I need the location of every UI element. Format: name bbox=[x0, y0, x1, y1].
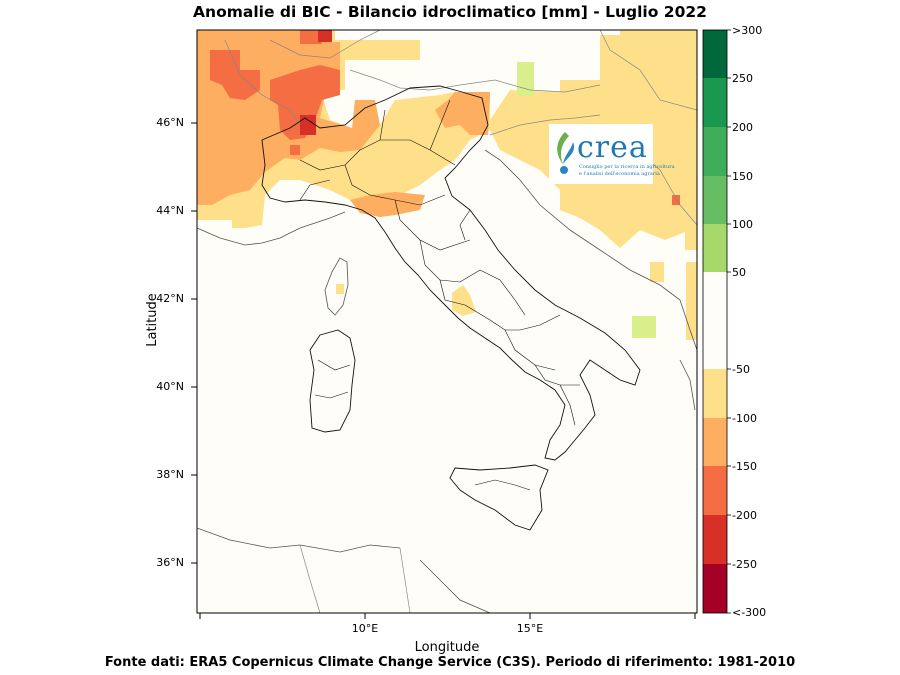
colorbar-label-neg50: -50 bbox=[732, 363, 750, 376]
colorbar-label-neg200: -200 bbox=[732, 509, 757, 522]
source-footer: Fonte dati: ERA5 Copernicus Climate Chan… bbox=[104, 655, 796, 670]
map-frame bbox=[196, 29, 698, 614]
colorbar-seg-10 bbox=[703, 466, 727, 515]
albania-coast bbox=[679, 359, 696, 411]
liguria-moderate-deficit bbox=[350, 192, 425, 217]
x-axis-label: Longitude bbox=[414, 640, 480, 655]
anomaly-severe-deficit bbox=[300, 30, 332, 135]
colorbar-seg-11 bbox=[703, 515, 727, 564]
xtick-label-15: 15°E bbox=[516, 622, 544, 635]
crea-logo-subtitle-2: e l'analisi dell'economia agraria bbox=[579, 171, 660, 177]
western-alps-strong-deficit bbox=[210, 50, 260, 100]
ytick-label-40: 40°N bbox=[156, 380, 184, 393]
y-ticks bbox=[191, 122, 197, 564]
y-axis-label: Latitude bbox=[145, 293, 160, 347]
colorbar-label-neg300: <-300 bbox=[732, 606, 767, 619]
ytick-label-36: 36°N bbox=[156, 556, 184, 569]
crea-logo-name: crea bbox=[577, 130, 648, 165]
border-east bbox=[599, 29, 698, 111]
colorbar-seg-9 bbox=[703, 418, 727, 466]
corsica bbox=[324, 257, 349, 316]
colorbar-label-neg250: -250 bbox=[732, 558, 757, 571]
northwest-strong-cell-a bbox=[300, 30, 322, 44]
colorbar-seg-8 bbox=[703, 369, 727, 418]
border-austria-slovenia bbox=[494, 79, 601, 93]
italy-mainland bbox=[261, 85, 641, 461]
colorbar-seg-12 bbox=[703, 564, 727, 613]
croatia-strong-cell bbox=[672, 195, 680, 205]
colorbar-label-250: 250 bbox=[732, 72, 753, 85]
ytick-label-42: 42°N bbox=[156, 292, 184, 305]
colorbar-label-200: 200 bbox=[732, 121, 753, 134]
colorbar-label-300: >300 bbox=[732, 24, 763, 37]
colorbar-seg-1 bbox=[703, 30, 727, 78]
northwest-strong-cell-b bbox=[240, 72, 254, 86]
border-africa bbox=[299, 544, 321, 614]
anomaly-strong-deficit bbox=[210, 30, 680, 205]
crea-logo: crea Consiglio per la ricerca in agricol… bbox=[549, 124, 675, 184]
border-france-switzerland bbox=[224, 39, 301, 126]
italy-outline bbox=[261, 85, 641, 531]
croatia-deficit-cell bbox=[650, 262, 664, 282]
croatia-coast bbox=[484, 149, 698, 351]
colorbar-seg-2 bbox=[703, 78, 727, 127]
colorbar-label-neg150: -150 bbox=[732, 460, 757, 473]
austria-surplus-cell bbox=[517, 62, 534, 96]
africa-coast-east bbox=[419, 559, 491, 614]
sicily bbox=[449, 464, 549, 531]
colorbar-label-50: 50 bbox=[732, 266, 746, 279]
border-switzerland-austria bbox=[349, 69, 496, 91]
border-africa-b bbox=[399, 547, 411, 614]
colorbar-label-150: 150 bbox=[732, 170, 753, 183]
ytick-label-46: 46°N bbox=[156, 116, 184, 129]
italy-regional-borders bbox=[299, 99, 580, 491]
alps-severe-cell bbox=[318, 30, 332, 42]
xtick-label-10: 10°E bbox=[351, 622, 379, 635]
border-slovenia-croatia bbox=[489, 114, 601, 136]
crea-leaf-icon bbox=[557, 132, 575, 174]
adriatic-east-deficit bbox=[686, 262, 697, 340]
crea-logo-subtitle-1: Consiglio per la ricerca in agricoltura bbox=[579, 164, 675, 170]
france-coast bbox=[196, 211, 346, 246]
colorbar-frame bbox=[702, 29, 728, 614]
ytick-label-38: 38°N bbox=[156, 468, 184, 481]
colorbar-seg-7 bbox=[703, 272, 727, 369]
colorbar-seg-5 bbox=[703, 224, 727, 272]
adriatic-surplus-cell bbox=[632, 316, 656, 338]
x-ticks bbox=[199, 613, 696, 619]
colorbar bbox=[702, 29, 731, 614]
corsica-deficit-cell bbox=[336, 284, 344, 294]
monte-rosa-severe-cell bbox=[300, 115, 316, 135]
colorbar-seg-4 bbox=[703, 176, 727, 224]
colorbar-label-100: 100 bbox=[732, 218, 753, 231]
po-strong-cell bbox=[290, 145, 300, 155]
ytick-label-44: 44°N bbox=[156, 204, 184, 217]
swiss-alps-strong-deficit bbox=[270, 65, 340, 140]
sardinia bbox=[309, 329, 356, 433]
border-north-alps bbox=[269, 29, 381, 59]
colorbar-label-neg100: -100 bbox=[732, 412, 757, 425]
colorbar-seg-3 bbox=[703, 127, 727, 176]
chart-title: Anomalie di BIC - Bilancio idroclimatico… bbox=[193, 3, 707, 21]
